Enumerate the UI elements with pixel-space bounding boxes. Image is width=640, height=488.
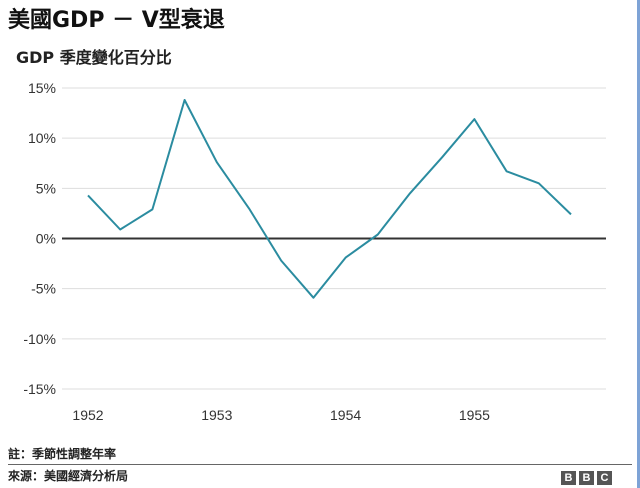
- y-tick-label: -10%: [23, 331, 56, 347]
- y-tick-label: -15%: [23, 381, 56, 397]
- grid-lines: [62, 87, 606, 390]
- y-tick-label: 0%: [36, 231, 56, 247]
- logo-letter-3: C: [597, 471, 612, 485]
- chart-title: 美國GDP － V型衰退: [8, 8, 225, 33]
- window-edge: [637, 0, 640, 488]
- y-tick-label: -5%: [31, 281, 56, 297]
- y-tick-label: 5%: [36, 180, 56, 196]
- gdp-series-line: [87, 99, 572, 299]
- chart-subtitle: GDP 季度變化百分比: [16, 48, 172, 67]
- source-text: 來源：美國經濟分析局: [8, 469, 129, 483]
- x-tick-labels: 1952 1953 1954 1955: [72, 407, 490, 423]
- x-tick-label: 1952: [72, 407, 103, 423]
- x-tick-label: 1954: [330, 407, 361, 423]
- y-tick-labels: 15% 10% 5% 0% -5% -10% -15%: [23, 80, 56, 397]
- logo-letter-2: B: [579, 471, 594, 485]
- y-tick-label: 10%: [28, 130, 56, 146]
- x-tick-label: 1955: [459, 407, 490, 423]
- line-chart: 15% 10% 5% 0% -5% -10% -15% 1952 1953 1954 1955: [23, 80, 606, 423]
- footer-divider: [8, 464, 632, 465]
- x-tick-label: 1953: [201, 407, 232, 423]
- y-tick-label: 15%: [28, 80, 56, 96]
- logo-letter-1: B: [561, 471, 576, 485]
- bbc-logo: B B C: [561, 471, 612, 485]
- footnote: 註：季節性調整年率: [8, 447, 117, 461]
